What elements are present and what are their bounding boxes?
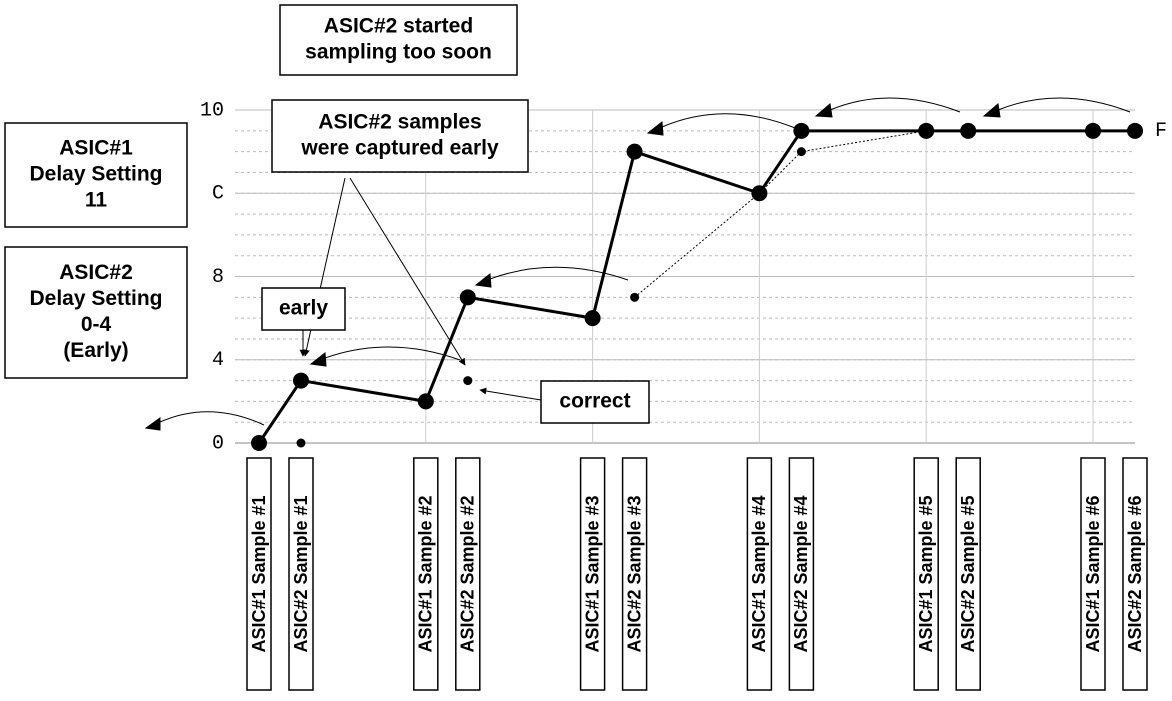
y-tick-label: 10 [200, 99, 224, 122]
x-tick-label: ASIC#1 Sample #3 [582, 495, 602, 652]
annotation-text: sampling too soon [305, 41, 492, 64]
annotation-box [271, 99, 529, 173]
annotation-box [279, 4, 518, 76]
x-tick-label: ASIC#1 Sample #5 [916, 495, 936, 652]
y-tick-label: 8 [212, 266, 224, 289]
x-tick-label: ASIC#2 Sample #2 [458, 495, 478, 652]
correct-point [630, 292, 640, 302]
right-tick-label: F [1155, 120, 1167, 143]
x-label-box [413, 457, 439, 691]
x-label-box [1080, 457, 1106, 691]
measured-point [793, 122, 810, 139]
x-tick-label: ASIC#2 Sample #5 [958, 495, 978, 652]
correct-point [796, 147, 806, 157]
plot: 0 4 8 C 10 F [200, 99, 1167, 455]
x-tick-label: ASIC#2 Sample #6 [1125, 495, 1145, 652]
x-tick-label: ASIC#2 Sample #4 [791, 495, 811, 652]
annotation-text: ASIC#1 [59, 137, 133, 160]
x-tick-label: ASIC#1 Sample #2 [416, 495, 436, 652]
x-tick-label: ASIC#1 Sample #4 [749, 495, 769, 652]
x-tick-label: ASIC#2 Sample #3 [624, 495, 644, 652]
x-label-box [288, 457, 314, 691]
x-label-box [1122, 457, 1148, 691]
annotation-text: ASIC#2 started [324, 15, 473, 38]
x-label-box [579, 457, 606, 691]
annotation-text: (Early) [63, 339, 128, 362]
annotation-box [4, 122, 188, 228]
annotation-text: 0-4 [81, 313, 112, 336]
measured-point [1127, 122, 1143, 139]
x-label-box [246, 457, 272, 691]
x-tick-label: ASIC#1 Sample #1 [249, 495, 269, 652]
measured-point [459, 289, 476, 306]
measured-point [918, 122, 935, 139]
measured-point [751, 185, 768, 202]
annotation-box [540, 380, 650, 424]
x-label-box [913, 457, 939, 691]
x-label-box [955, 457, 981, 691]
x-label-box [621, 457, 648, 691]
measured-point [417, 393, 434, 410]
y-tick-label: C [212, 183, 224, 206]
annotation-text: were captured early [300, 137, 499, 160]
measured-line [257, 129, 1135, 444]
measured-point [626, 143, 643, 160]
correct-line [634, 130, 927, 298]
measured-point [251, 435, 267, 451]
annotation-text: early [279, 297, 328, 320]
annotation-text: Delay Setting [29, 163, 162, 186]
annotation-box [261, 287, 346, 331]
y-tick-label: 0 [212, 432, 224, 455]
annotation-text: Delay Setting [29, 287, 162, 310]
measured-point [293, 372, 309, 389]
correct-point [463, 376, 473, 386]
x-label-box [746, 457, 773, 691]
arrows [144, 97, 1131, 431]
correct-point [296, 438, 306, 448]
annotation-text: ASIC#2 [59, 261, 133, 284]
x-tick-label: ASIC#2 Sample #1 [291, 495, 311, 652]
x-label-box [788, 457, 815, 691]
x-tick-label: ASIC#1 Sample #6 [1083, 495, 1103, 652]
measured-point [584, 310, 601, 327]
annotation-box [4, 246, 188, 379]
y-tick-label: 4 [212, 349, 224, 372]
annotation-text: ASIC#2 samples [318, 111, 481, 134]
measured-point [1085, 122, 1101, 139]
x-label-box [455, 457, 481, 691]
measured-point [960, 122, 977, 139]
annotation-text: 11 [85, 189, 108, 212]
annotation-text: correct [559, 390, 630, 413]
